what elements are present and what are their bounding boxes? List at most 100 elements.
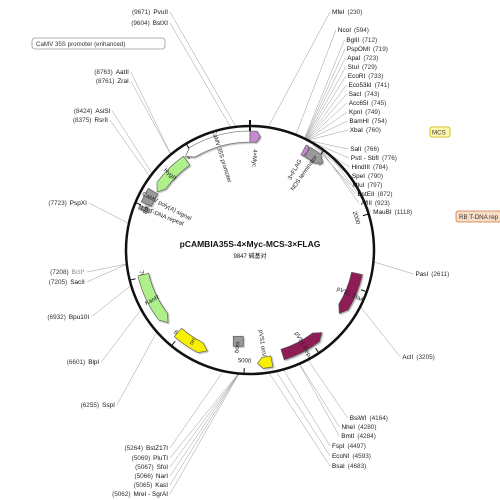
site-acc65i: Acc65I (745) xyxy=(349,100,386,107)
site-pasi: PasI (2611) xyxy=(415,271,449,278)
leader-pspomi xyxy=(304,48,346,139)
site-name: Eco53kI xyxy=(348,82,371,89)
site-name: Bpu10I xyxy=(69,314,89,321)
site-bcli: (7208) BclI* xyxy=(50,269,85,276)
site-name: BglII xyxy=(346,37,359,44)
site-pos: (7205) xyxy=(49,279,67,286)
site-pos: (9604) xyxy=(131,20,149,27)
site-pos: (723) xyxy=(363,55,378,62)
site-saci: SacI (743) xyxy=(349,91,380,98)
bom-label: bom xyxy=(234,341,241,353)
site-sacii: (7205) SacII xyxy=(49,279,85,286)
tick-mark xyxy=(360,289,366,292)
site-name: NheI xyxy=(341,424,355,431)
site-aatii: (8763) AatII xyxy=(94,69,129,76)
callout-mcs-label: MCS xyxy=(432,130,446,137)
site-name: AsiSI xyxy=(95,108,110,115)
pvs1-oriv-label: pVS1 oriV xyxy=(257,330,266,358)
ori-feature xyxy=(173,327,208,353)
site-name: BsiWI xyxy=(350,415,367,422)
plasmid-size: 9847 碱基对 xyxy=(233,252,266,260)
site-mfei: MfeI (230) xyxy=(332,9,362,16)
site-pos: (733) xyxy=(368,73,383,80)
site-pos: (6601) xyxy=(67,359,85,366)
site-sspi: (6255) SspI xyxy=(81,402,115,409)
leader-pvuii xyxy=(169,11,237,127)
leader-acc65i xyxy=(306,102,347,140)
site-name: PspXI xyxy=(70,200,87,207)
site-name: SfoI xyxy=(157,464,169,471)
plasmid-backbone xyxy=(124,124,376,376)
site-kpni: KpnI (749) xyxy=(349,109,380,116)
leader-sfoi xyxy=(169,373,239,468)
site-pos: (719) xyxy=(373,46,388,53)
site-name: BstZ17I xyxy=(146,445,168,452)
site-pos: (594) xyxy=(354,27,369,34)
site-eco53ki: Eco53kI (741) xyxy=(348,82,389,89)
site-name: HindIII xyxy=(351,164,370,171)
site-econi: EcoNI (4593) xyxy=(332,453,371,460)
site-name: PspOMI xyxy=(347,46,370,53)
leader-stui xyxy=(305,66,346,140)
site-name: MluI xyxy=(352,182,364,189)
site-nhei: NheI (4280) xyxy=(341,424,376,431)
site-pos: (743) xyxy=(364,91,379,98)
site-name: AatII xyxy=(116,69,129,76)
site-pos: (4284) xyxy=(357,433,375,440)
site-blpi: (6601) BlpI xyxy=(67,359,100,366)
site-pluti: (5069) PluTI xyxy=(132,455,169,462)
bom-feature xyxy=(232,335,244,347)
site-pos: (6932) xyxy=(47,314,65,321)
site-maubi: MauBI (1118) xyxy=(373,209,412,216)
leader-bstz17i xyxy=(169,370,224,449)
site-pos: (754) xyxy=(372,118,387,125)
leader-asisi xyxy=(112,110,153,174)
site-name: AflII xyxy=(361,200,372,207)
leader-mrei-sgrai xyxy=(169,373,240,495)
site-hindiii: HindIII (784) xyxy=(351,164,387,171)
site-pos: (8761) xyxy=(96,78,114,85)
site-bglii: BglII (712) xyxy=(346,37,377,44)
site-pos: (923) xyxy=(375,200,390,207)
tick-label: 5000 xyxy=(238,358,252,365)
site-pos: (8424) xyxy=(74,108,92,115)
site-name: PasI xyxy=(415,271,428,278)
leader-econi xyxy=(275,371,331,457)
leader-saci xyxy=(306,93,347,140)
leader-nari xyxy=(169,373,239,477)
site-pos: (760) xyxy=(366,127,381,134)
site-mrei-sgrai: (5062) MreI - SgrAI xyxy=(112,491,168,498)
leader-bsai xyxy=(268,372,331,467)
site-name: EcoNI xyxy=(332,453,350,460)
hygr-feature xyxy=(156,155,191,193)
leader-bcli xyxy=(86,263,127,273)
site-pos: (4593) xyxy=(352,453,370,460)
site-name: MfeI xyxy=(332,9,345,16)
site-asisi: (8424) AsiSI xyxy=(74,108,111,115)
site-pos: (2611) xyxy=(431,271,449,278)
leader-sacii xyxy=(86,264,127,283)
leader-ncoi xyxy=(295,29,337,135)
site-name: BsaI xyxy=(332,463,345,470)
site-name: PluTI xyxy=(153,455,168,462)
site-zrai: (8761) ZraI xyxy=(96,78,129,85)
site-name: PstI - SbfI xyxy=(351,155,379,162)
site-name: KasI xyxy=(155,482,168,489)
site-name: XbaI xyxy=(350,127,363,134)
leader-bpu10i xyxy=(90,285,132,318)
site-name: StuI xyxy=(348,64,360,71)
site-acii: AcII (3205) xyxy=(402,354,435,361)
site-name: MreI - SgrAI xyxy=(134,491,169,498)
leader-kasi xyxy=(169,373,240,486)
site-pos: (9671) xyxy=(132,9,150,16)
site-name: FspI xyxy=(332,443,345,450)
tick-label: 8000 xyxy=(143,200,154,215)
leader-blpi xyxy=(101,309,142,363)
leader-bamhi xyxy=(307,120,348,141)
4xmyc-feature xyxy=(249,130,261,143)
leader-acii xyxy=(360,306,401,358)
site-pos: (712) xyxy=(362,37,377,44)
tick-mark xyxy=(171,340,176,346)
site-pos: (3205) xyxy=(416,354,434,361)
leader-sspi xyxy=(116,331,158,406)
